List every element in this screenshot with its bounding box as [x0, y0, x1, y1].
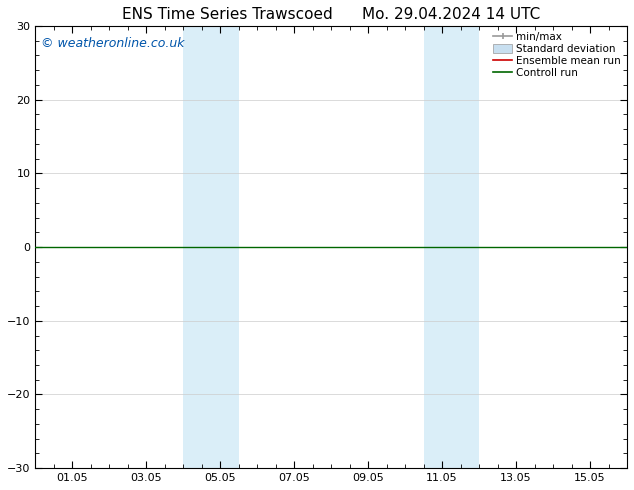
Bar: [424, 26, 479, 468]
Title: ENS Time Series Trawscoed      Mo. 29.04.2024 14 UTC: ENS Time Series Trawscoed Mo. 29.04.2024…: [122, 7, 540, 22]
Text: © weatheronline.co.uk: © weatheronline.co.uk: [41, 37, 184, 50]
Bar: [183, 26, 239, 468]
Legend: min/max, Standard deviation, Ensemble mean run, Controll run: min/max, Standard deviation, Ensemble me…: [490, 29, 624, 81]
